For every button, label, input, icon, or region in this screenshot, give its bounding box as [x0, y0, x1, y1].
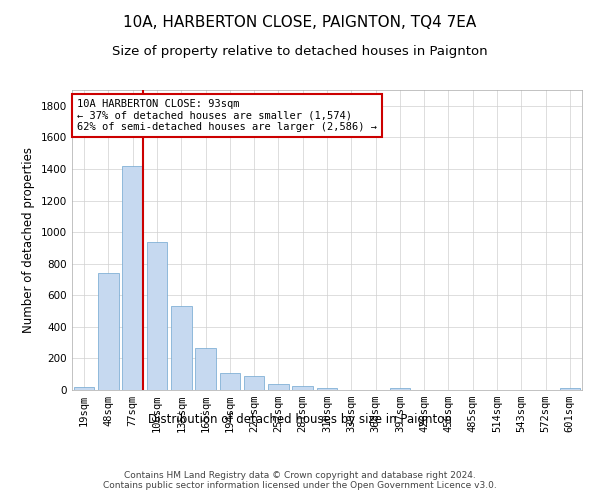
Bar — [560, 388, 580, 390]
Bar — [292, 386, 313, 390]
Bar — [146, 242, 167, 390]
Bar — [220, 374, 240, 390]
Text: 10A HARBERTON CLOSE: 93sqm
← 37% of detached houses are smaller (1,574)
62% of s: 10A HARBERTON CLOSE: 93sqm ← 37% of deta… — [77, 99, 377, 132]
Bar — [122, 166, 143, 390]
Y-axis label: Number of detached properties: Number of detached properties — [22, 147, 35, 333]
Text: 10A, HARBERTON CLOSE, PAIGNTON, TQ4 7EA: 10A, HARBERTON CLOSE, PAIGNTON, TQ4 7EA — [124, 15, 476, 30]
Text: Distribution of detached houses by size in Paignton: Distribution of detached houses by size … — [148, 412, 452, 426]
Text: Contains HM Land Registry data © Crown copyright and database right 2024.
Contai: Contains HM Land Registry data © Crown c… — [103, 470, 497, 490]
Bar — [195, 348, 216, 390]
Bar — [317, 388, 337, 390]
Bar — [389, 388, 410, 390]
Bar — [74, 386, 94, 390]
Bar — [268, 384, 289, 390]
Text: Size of property relative to detached houses in Paignton: Size of property relative to detached ho… — [112, 45, 488, 58]
Bar — [171, 306, 191, 390]
Bar — [98, 273, 119, 390]
Bar — [244, 376, 265, 390]
